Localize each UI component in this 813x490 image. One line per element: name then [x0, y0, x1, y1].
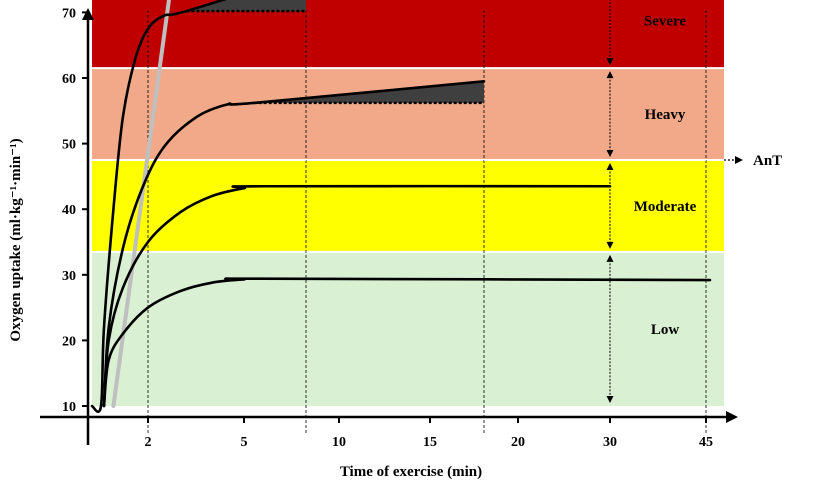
axes — [40, 8, 738, 445]
curve-moderate — [102, 184, 612, 408]
y-tick-label: 10 — [62, 400, 76, 415]
curve-heavy — [102, 79, 486, 408]
chart-labels: LowModerateHeavySevereExtremeV̇O2maxAnT1… — [8, 6, 782, 480]
curve-severe — [90, 0, 228, 414]
x-tick-label: 2 — [145, 435, 152, 450]
threshold-arrowhead-ant — [735, 156, 743, 164]
zone-label-low: Low — [651, 322, 680, 338]
oxygen-uptake-curves — [90, 0, 712, 414]
x-tick-label: 20 — [511, 435, 525, 450]
threshold-label-ant: AnT — [753, 153, 782, 169]
y-tick-label: 30 — [62, 269, 76, 284]
y-tick-label: 60 — [62, 72, 76, 87]
zone-arrowhead-top — [606, 71, 614, 79]
zone-arrowhead-bottom — [606, 396, 614, 403]
y-tick-label: 40 — [62, 203, 76, 218]
curve-low — [102, 277, 712, 408]
zone-arrowhead-top — [606, 163, 614, 170]
zone-range-arrows — [606, 0, 614, 403]
y-axis-title: Oxygen uptake (ml·kg⁻¹·min⁻¹) — [8, 138, 24, 341]
curve-extreme — [111, 0, 171, 408]
threshold-lines — [92, 156, 743, 164]
x-tick-label: 10 — [332, 435, 346, 450]
zone-moderate — [92, 160, 724, 252]
y-tick-label: 20 — [62, 334, 76, 349]
x-axis-arrowhead — [726, 411, 738, 423]
zone-arrowhead-top — [606, 254, 614, 262]
zone-label-severe: Severe — [644, 14, 687, 30]
y-axis-arrowhead — [82, 8, 94, 20]
y-tick-label: 50 — [62, 138, 76, 153]
zone-heavy — [92, 68, 724, 160]
zone-label-moderate: Moderate — [634, 199, 697, 215]
zone-arrowhead-bottom — [606, 150, 614, 157]
zone-label-heavy: Heavy — [645, 107, 686, 123]
x-tick-label: 30 — [603, 435, 617, 450]
zone-arrowhead-bottom — [606, 58, 614, 66]
zone-low — [92, 251, 724, 406]
y-tick-label: 70 — [62, 6, 76, 21]
zone-arrowhead-bottom — [606, 241, 614, 249]
x-tick-label: 15 — [423, 435, 437, 450]
x-tick-label: 5 — [241, 435, 248, 450]
exercise-intensity-zones — [92, 0, 724, 406]
x-axis-title: Time of exercise (min) — [340, 464, 482, 480]
x-tick-label: 45 — [699, 435, 713, 450]
